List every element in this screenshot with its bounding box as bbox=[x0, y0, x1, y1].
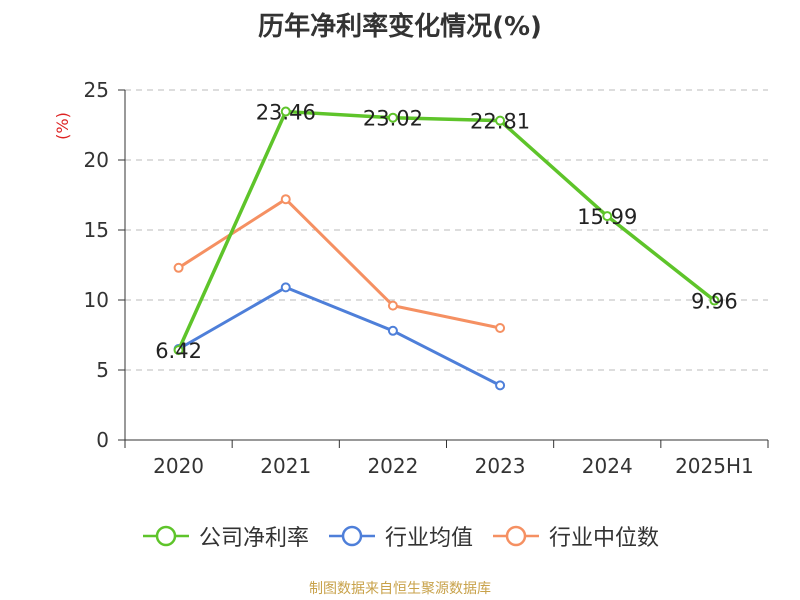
legend-item-company-net-margin[interactable]: 公司净利率 bbox=[141, 520, 309, 552]
data-label: 9.96 bbox=[691, 290, 738, 314]
x-tick-label: 2025H1 bbox=[675, 454, 754, 478]
y-tick-label: 25 bbox=[84, 78, 109, 102]
legend-marker-icon bbox=[493, 525, 539, 547]
legend-marker-icon bbox=[328, 525, 375, 547]
data-point[interactable] bbox=[495, 380, 506, 391]
data-label: 6.42 bbox=[155, 339, 202, 363]
data-label: 22.81 bbox=[470, 110, 530, 134]
data-point[interactable] bbox=[495, 115, 506, 126]
data-point[interactable] bbox=[709, 295, 720, 306]
legend-item-industry-median[interactable]: 行业中位数 bbox=[491, 520, 659, 552]
data-point[interactable] bbox=[387, 325, 398, 336]
data-source-note: 制图数据来自恒生聚源数据库 bbox=[309, 581, 491, 597]
y-axis-label: (%) bbox=[53, 112, 72, 140]
y-tick-label: 10 bbox=[84, 288, 109, 312]
x-tick-label: 2024 bbox=[582, 454, 633, 478]
data-label: 15.99 bbox=[577, 205, 637, 229]
y-tick-label: 5 bbox=[96, 358, 109, 382]
x-tick-label: 2022 bbox=[367, 454, 418, 478]
x-tick-label: 2020 bbox=[153, 454, 204, 478]
y-tick-label: 0 bbox=[96, 428, 109, 452]
x-tick-label: 2023 bbox=[475, 454, 526, 478]
data-point[interactable] bbox=[280, 106, 291, 117]
data-point[interactable] bbox=[280, 194, 291, 205]
x-tick-label: 2021 bbox=[260, 454, 311, 478]
data-point[interactable] bbox=[173, 262, 184, 273]
data-point[interactable] bbox=[280, 282, 291, 293]
legend-label: 行业中位数 bbox=[549, 526, 660, 551]
legend-label: 行业均值 bbox=[384, 526, 473, 551]
data-point[interactable] bbox=[387, 112, 398, 123]
legend-item-industry-mean[interactable]: 行业均值 bbox=[327, 520, 473, 552]
data-point[interactable] bbox=[495, 323, 506, 333]
data-point[interactable] bbox=[602, 211, 613, 222]
y-tick-label: 20 bbox=[84, 148, 109, 172]
data-label: 23.02 bbox=[363, 107, 423, 131]
legend-marker-icon bbox=[142, 525, 189, 547]
legend: 公司净利率 行业均值 行业中位数 bbox=[0, 518, 800, 554]
series-line bbox=[176, 109, 716, 351]
data-label: 23.46 bbox=[256, 101, 316, 125]
data-point[interactable] bbox=[173, 345, 184, 356]
series-line bbox=[177, 285, 501, 387]
data-point[interactable] bbox=[387, 300, 398, 311]
y-tick-label: 15 bbox=[84, 218, 109, 242]
legend-label: 公司净利率 bbox=[198, 526, 309, 551]
chart-title: 历年净利率变化情况(%) bbox=[258, 12, 542, 42]
